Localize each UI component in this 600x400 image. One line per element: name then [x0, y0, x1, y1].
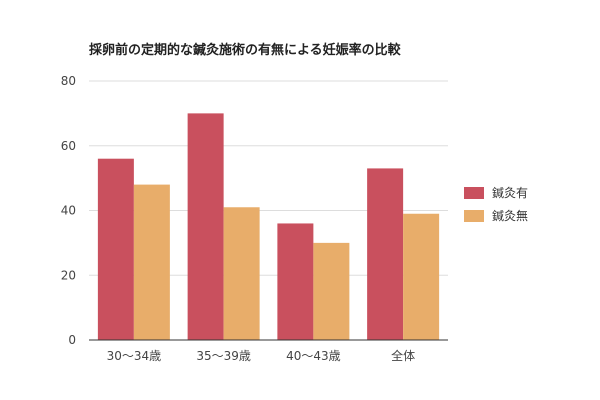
legend-label-0: 鍼灸有	[492, 185, 528, 200]
bar-1-2	[313, 242, 350, 340]
x-tick-label: 35〜39歳	[196, 349, 251, 363]
y-tick-label: 20	[61, 268, 76, 282]
bar-0-3	[367, 168, 404, 340]
y-tick-label: 40	[61, 204, 76, 218]
x-tick-label: 40〜43歳	[286, 349, 341, 363]
y-tick-label: 0	[68, 333, 76, 347]
y-tick-label: 60	[61, 139, 76, 153]
legend-swatch-0	[464, 187, 484, 199]
y-tick-label: 80	[61, 74, 76, 88]
x-tick-label: 30〜34歳	[107, 349, 162, 363]
bar-1-3	[403, 213, 440, 340]
y-axis-ticks: 0 20 40 60 80	[61, 74, 76, 347]
bar-0-0	[97, 158, 134, 340]
bar-0-1	[187, 113, 224, 340]
bar-1-1	[223, 207, 260, 340]
bars	[97, 113, 440, 340]
chart-title: 採卵前の定期的な鍼灸施術の有無による妊娠率の比較	[89, 42, 402, 58]
bar-0-2	[277, 223, 314, 340]
legend-swatch-1	[464, 210, 484, 222]
legend-label-1: 鍼灸無	[492, 208, 528, 223]
x-tick-label: 全体	[391, 348, 415, 363]
bar-1-0	[133, 184, 170, 340]
x-axis-ticks: 30〜34歳 35〜39歳 40〜43歳 全体	[107, 348, 416, 363]
